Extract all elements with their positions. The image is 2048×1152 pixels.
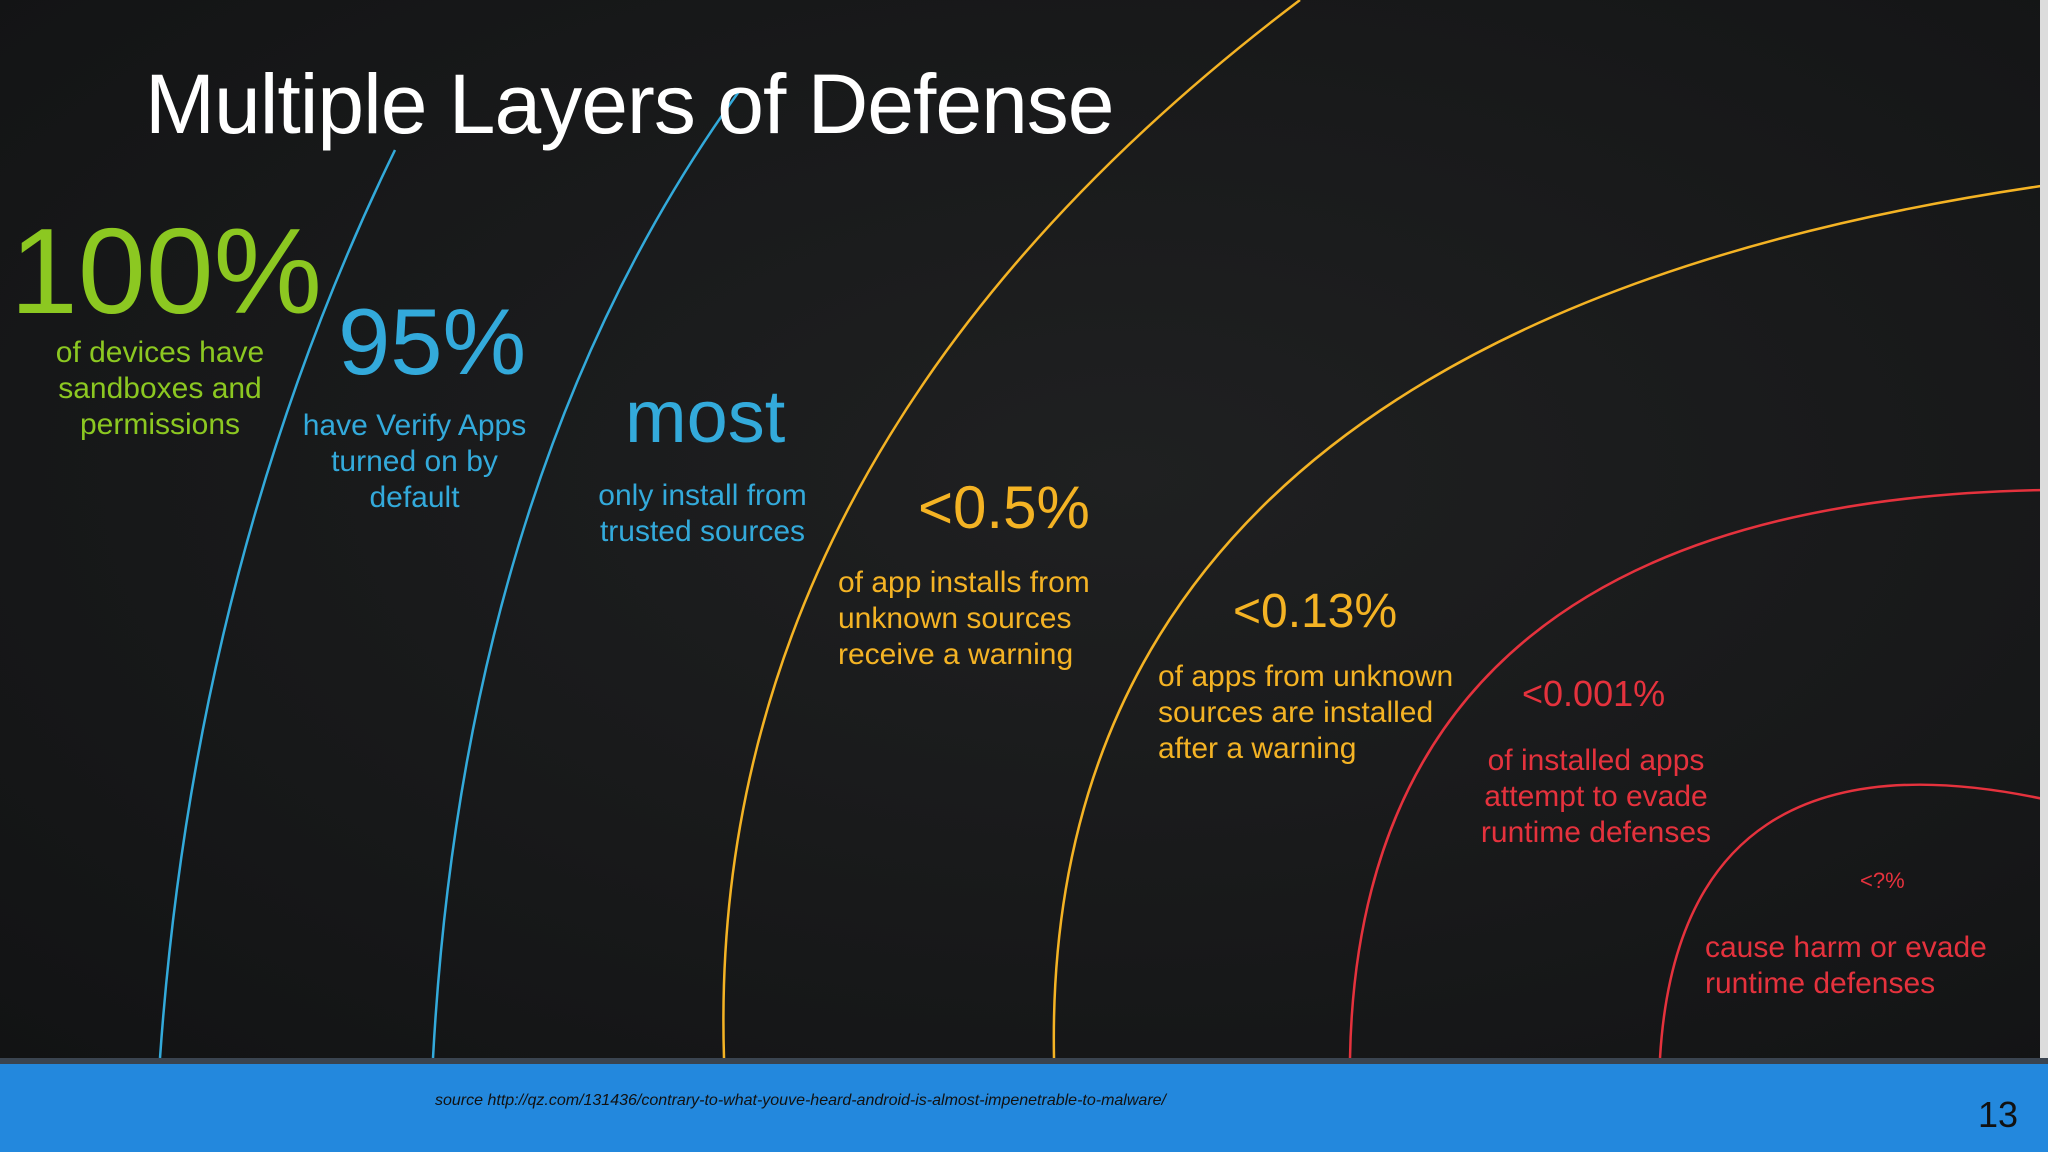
desc-installed-after-warning: of apps from unknown sources are install… <box>1158 660 1454 765</box>
stat-0-13-percent: <0.13% <box>1233 585 1398 638</box>
source-citation: source http://qz.com/131436/contrary-to-… <box>435 1092 1166 1109</box>
stat-most: most <box>625 375 786 458</box>
arc-yellow-outer <box>722 0 1301 1058</box>
arc-blue-outer <box>158 149 397 1058</box>
page-number: 13 <box>1977 1094 2018 1135</box>
stat-0-5-percent: <0.5% <box>918 474 1090 541</box>
defense-arcs <box>158 0 2048 1058</box>
desc-install-warning: of app installs from unknown sources rec… <box>838 566 1090 671</box>
arc-red-outer <box>1348 488 2048 1058</box>
desc-verify-apps: have Verify Apps turned on by default <box>302 409 527 514</box>
desc-trusted-sources: only install from trusted sources <box>598 479 807 548</box>
stat-95-percent: 95% <box>338 289 527 394</box>
stat-0-001-percent: <0.001% <box>1522 673 1666 714</box>
arc-yellow-inner <box>1052 183 2048 1058</box>
stat-unknown-percent: <?% <box>1860 868 1905 893</box>
slide-title: Multiple Layers of Defense <box>145 57 1115 151</box>
arc-red-inner <box>1658 783 2048 1058</box>
arc-blue-inner <box>431 89 742 1058</box>
slide-right-edge <box>2040 0 2048 1058</box>
desc-evade-defenses: of installed apps attempt to evade runti… <box>1480 744 1712 849</box>
slide-background <box>0 0 2048 1058</box>
desc-cause-harm: cause harm or evade runtime defenses <box>1705 931 1987 1000</box>
stat-100-percent: 100% <box>10 203 323 339</box>
desc-sandboxes: of devices have sandboxes and permission… <box>55 336 265 441</box>
footer-bar: source http://qz.com/131436/contrary-to-… <box>0 1058 2048 1152</box>
